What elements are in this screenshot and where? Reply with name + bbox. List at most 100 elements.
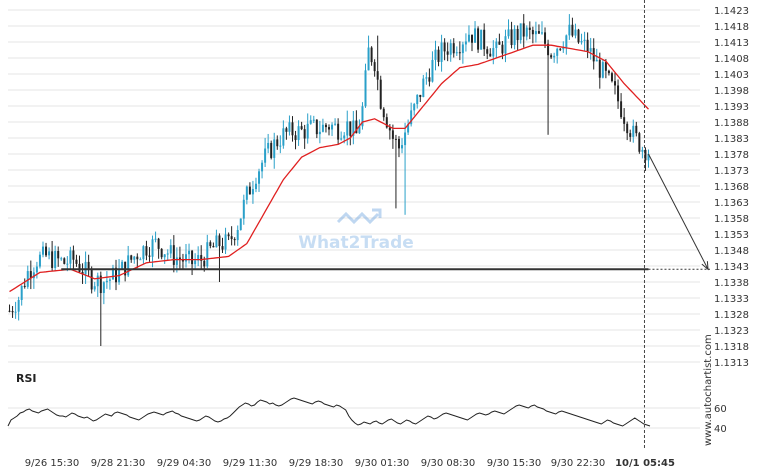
candle-183 — [565, 35, 568, 48]
x-tick-label: 9/26 15:30 — [25, 458, 79, 469]
x-tick-label: 9/30 08:30 — [421, 458, 475, 469]
candle-58 — [184, 254, 187, 262]
candle-9 — [35, 266, 38, 273]
candle-133 — [413, 104, 416, 111]
candle-172 — [531, 29, 534, 35]
y-tick-label: 1.1328 — [714, 310, 749, 321]
moving-average-layer — [9, 44, 649, 293]
candle-197 — [607, 70, 610, 74]
candle-209 — [644, 149, 647, 161]
rsi-panel: RSI 60 40 — [7, 372, 727, 435]
candle-111 — [346, 121, 349, 136]
candle-40 — [130, 255, 133, 260]
candle-76 — [239, 218, 242, 230]
rsi-label: RSI — [16, 372, 37, 385]
candle-71 — [224, 234, 227, 250]
y-tick-label: 1.1343 — [714, 262, 749, 273]
candle-116 — [361, 106, 364, 127]
candle-48 — [154, 238, 157, 240]
candle-82 — [258, 171, 261, 184]
rsi-level-label: 60 — [714, 404, 727, 415]
candle-104 — [324, 124, 327, 128]
candle-200 — [617, 85, 620, 102]
candle-7 — [29, 271, 32, 279]
candle-27 — [90, 270, 93, 290]
y-tick-label: 1.1338 — [714, 278, 749, 289]
side-credit: www.autochartist.com — [703, 334, 714, 446]
y-tick-label: 1.1358 — [714, 214, 749, 225]
candle-141 — [437, 49, 440, 62]
candle-132 — [410, 110, 413, 125]
candle-44 — [142, 246, 145, 260]
candle-153 — [474, 28, 477, 43]
candle-202 — [623, 117, 626, 124]
candle-110 — [343, 135, 346, 139]
candle-31 — [102, 282, 105, 294]
candle-79 — [248, 186, 251, 195]
candle-198 — [610, 73, 613, 82]
candle-68 — [215, 235, 218, 248]
candle-53 — [169, 245, 172, 254]
candle-115 — [358, 126, 361, 134]
candle-175 — [540, 32, 543, 34]
candle-151 — [467, 34, 470, 42]
candle-11 — [41, 246, 44, 255]
candle-78 — [245, 186, 248, 200]
watermark-logo-icon — [336, 208, 382, 225]
candle-96 — [300, 126, 303, 130]
candle-177 — [547, 43, 550, 56]
candle-93 — [291, 122, 294, 136]
y-tick-label: 1.1318 — [714, 342, 749, 353]
y-tick-label: 1.1403 — [714, 70, 749, 81]
candle-150 — [464, 41, 467, 45]
candle-163 — [504, 36, 507, 54]
y-tick-label: 1.1333 — [714, 294, 749, 305]
candle-22 — [75, 259, 78, 264]
candle-201 — [620, 101, 623, 118]
candle-25 — [84, 261, 87, 275]
candle-60 — [191, 250, 194, 265]
candle-159 — [492, 48, 495, 57]
candle-43 — [139, 259, 142, 261]
candle-194 — [598, 59, 601, 78]
candle-122 — [379, 79, 382, 109]
candle-126 — [391, 130, 394, 139]
candle-106 — [331, 124, 334, 130]
y-axis: 1.1423 1.1418 1.1413 1.1408 1.1403 1.1398 1.13… — [714, 6, 749, 369]
y-tick-label: 1.1413 — [714, 38, 749, 49]
candle-167 — [516, 28, 519, 41]
candle-208 — [641, 149, 644, 152]
candle-157 — [486, 49, 489, 54]
candle-118 — [367, 47, 370, 71]
candle-108 — [337, 123, 340, 140]
candle-142 — [440, 42, 443, 62]
x-tick-label: 9/30 15:30 — [487, 458, 541, 469]
candle-196 — [604, 62, 607, 71]
rsi-line — [7, 397, 651, 427]
candle-72 — [227, 234, 230, 237]
candle-103 — [321, 124, 324, 132]
candle-100 — [312, 119, 315, 121]
candle-42 — [136, 256, 139, 260]
candle-37 — [121, 261, 124, 269]
candle-119 — [370, 47, 373, 63]
candle-15 — [54, 250, 57, 268]
watermark: What2Trade — [298, 208, 414, 253]
candle-190 — [586, 39, 589, 52]
candle-55 — [175, 257, 178, 265]
candle-47 — [151, 239, 154, 257]
candle-210 — [647, 154, 650, 161]
candle-63 — [200, 255, 203, 261]
candle-174 — [537, 31, 540, 34]
projection-arrowhead — [701, 261, 709, 271]
candle-6 — [26, 271, 29, 287]
projection-arrow — [648, 153, 709, 270]
candle-149 — [461, 44, 464, 54]
candle-120 — [373, 62, 376, 72]
candle-86 — [270, 142, 273, 158]
candle-46 — [148, 255, 151, 257]
candle-207 — [638, 133, 641, 152]
candle-131 — [407, 124, 410, 133]
candle-41 — [133, 256, 136, 260]
candle-85 — [267, 142, 270, 149]
